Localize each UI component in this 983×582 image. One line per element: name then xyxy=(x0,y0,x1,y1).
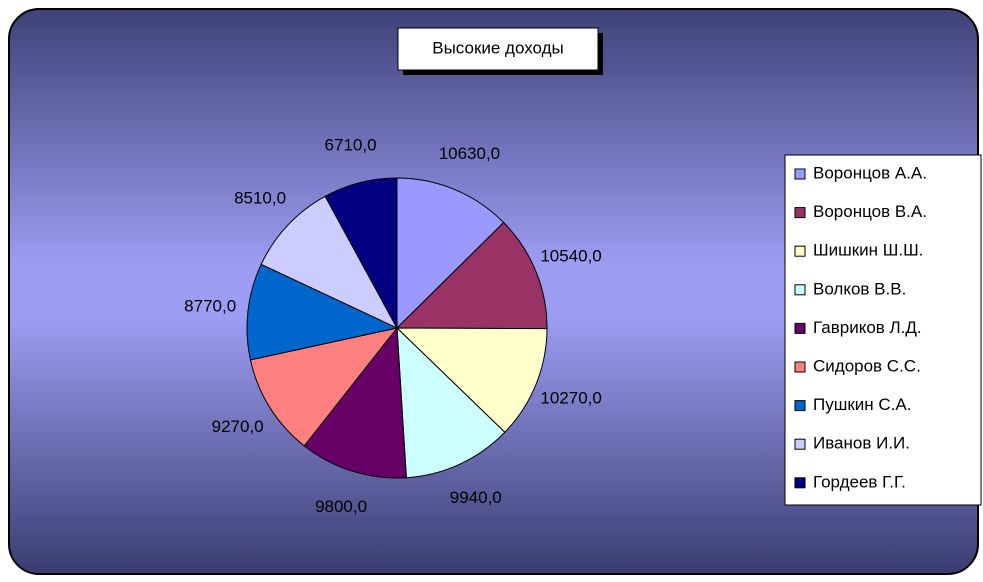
legend-label: Гавриков Л.Д. xyxy=(813,318,922,337)
legend-label: Иванов И.И. xyxy=(813,434,910,453)
pie-slice xyxy=(260,195,399,330)
title-box xyxy=(397,27,599,71)
pie-slice xyxy=(246,263,399,361)
legend-swatch xyxy=(794,477,806,489)
legend-swatch xyxy=(794,284,806,296)
chart-title: Высокие доходы xyxy=(432,38,564,57)
legend-swatch xyxy=(794,322,806,334)
legend-label: Воронцов В.А. xyxy=(813,202,927,221)
pie-slice xyxy=(324,177,398,329)
data-label: 9800,0 xyxy=(315,497,367,516)
legend-swatch xyxy=(794,361,806,373)
legend-label: Шишкин Ш.Ш. xyxy=(813,241,923,260)
data-label: 10630,0 xyxy=(439,144,500,163)
data-label: 9940,0 xyxy=(450,488,502,507)
data-label: 8770,0 xyxy=(184,296,236,315)
legend-label: Воронцов А.А. xyxy=(813,163,927,182)
legend-swatch xyxy=(794,438,806,450)
pie-slice xyxy=(249,327,399,447)
legend-label: Пушкин С.А. xyxy=(813,395,911,414)
legend-label: Волков В.В. xyxy=(813,279,906,298)
data-label: 6710,0 xyxy=(325,135,377,154)
legend-box xyxy=(784,154,982,506)
data-label: 10270,0 xyxy=(540,388,601,407)
pie-slice xyxy=(395,221,548,330)
legend-swatch xyxy=(794,168,806,180)
legend-label: Сидоров С.С. xyxy=(813,356,921,375)
legend-swatch xyxy=(794,207,806,219)
legend-swatch xyxy=(794,400,806,412)
legend-label: Гордеев Г.Г. xyxy=(813,472,906,491)
data-label: 8510,0 xyxy=(234,189,286,208)
pie-slice xyxy=(303,326,407,479)
data-label: 10540,0 xyxy=(540,246,601,265)
legend-swatch xyxy=(794,245,806,257)
data-label: 9270,0 xyxy=(212,417,264,436)
pie-slice xyxy=(396,177,505,330)
pie-slice xyxy=(395,327,548,433)
pie-slice xyxy=(396,326,506,479)
